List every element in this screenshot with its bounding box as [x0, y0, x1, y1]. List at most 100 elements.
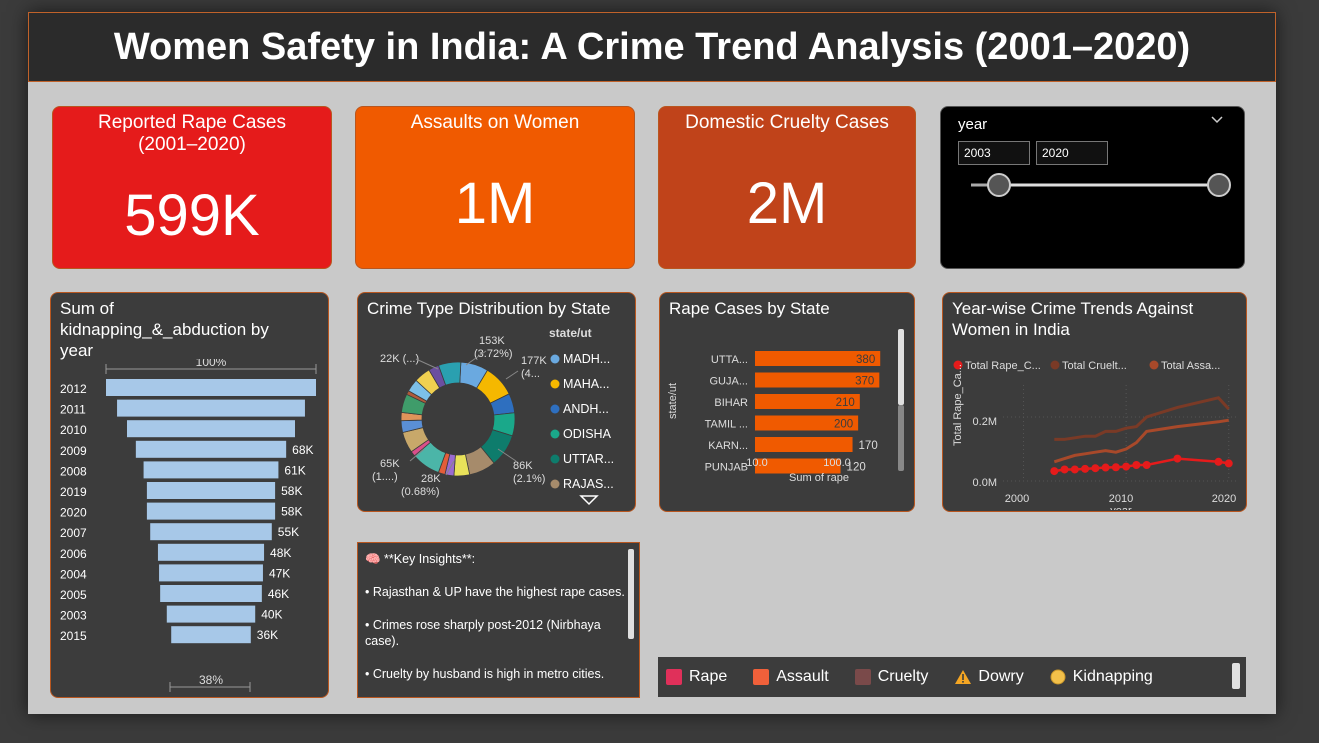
line-series-2[interactable] — [1053, 418, 1229, 464]
donut-legend-label[interactable]: UTTAR... — [563, 452, 614, 466]
donut-legend-label[interactable]: MAHA... — [563, 377, 610, 391]
line-title: Year-wise Crime Trends Against Women in … — [952, 299, 1194, 339]
line-point[interactable] — [1050, 467, 1059, 476]
funnel-value-label: 61K — [284, 463, 305, 477]
line-point[interactable] — [1091, 464, 1100, 473]
kpi-assault-card[interactable]: Assaults on Women 1M — [355, 106, 635, 269]
report-header: Women Safety in India: A Crime Trend Ana… — [28, 12, 1276, 82]
line-point[interactable] — [1122, 462, 1131, 471]
funnel-value-label: 47K — [269, 566, 290, 580]
insight-item: • Rajasthan & UP have the highest rape c… — [365, 585, 625, 599]
state-bar-scrollbar[interactable] — [898, 329, 904, 405]
insights-scrollbar[interactable] — [628, 549, 634, 639]
funnel-category-label: 2010 — [60, 423, 87, 437]
legend-item-assault[interactable]: Assault — [753, 668, 829, 686]
state-bar-chart: state/ut UTTA... 380 GUJA... 370 BIHAR 210 TAM… — [667, 351, 881, 484]
funnel-bar[interactable] — [127, 420, 295, 438]
chevron-down-icon[interactable] — [1210, 113, 1224, 130]
line-point[interactable] — [1081, 464, 1090, 473]
legend-scrollbar[interactable] — [1232, 663, 1240, 689]
line-point[interactable] — [1111, 463, 1120, 472]
line-point[interactable] — [1214, 457, 1223, 466]
funnel-bar[interactable] — [159, 564, 263, 582]
funnel-category-label: 2004 — [60, 567, 87, 581]
line-x-tick-2010: 2010 — [1109, 493, 1133, 505]
funnel-bar[interactable] — [150, 523, 272, 541]
donut-hole — [423, 384, 493, 454]
insights-card: 🧠 **Key Insights**: • Rajasthan & UP hav… — [357, 542, 640, 698]
line-point[interactable] — [1224, 459, 1233, 468]
state-bar-category-label: KARN... — [708, 440, 748, 452]
line-point[interactable] — [1142, 461, 1151, 469]
funnel-bar[interactable] — [117, 399, 305, 417]
legend-item-dowry[interactable]: Dowry — [954, 668, 1024, 686]
state-bar[interactable] — [755, 351, 881, 366]
donut-legend-marker — [550, 379, 560, 389]
state-bar-category-label: UTTA... — [711, 354, 748, 366]
state-bar[interactable] — [755, 437, 853, 452]
line-legend-label[interactable]: Total Assa... — [1161, 360, 1220, 372]
donut-legend-label[interactable]: MADH... — [563, 352, 610, 366]
slicer-track[interactable] — [941, 167, 1245, 207]
kpi-rape-label-line1: Reported Rape Cases — [98, 112, 286, 133]
funnel-category-label: 2009 — [60, 444, 87, 458]
line-legend-label[interactable]: Total Cruelt... — [1062, 360, 1127, 372]
state-bar-x-tick-10: 10.0 — [746, 457, 767, 469]
slicer-to-input[interactable]: 2020 — [1036, 141, 1108, 165]
funnel-category-label: 2007 — [60, 526, 87, 540]
kpi-rape-card[interactable]: Reported Rape Cases (2001–2020) 599K — [52, 106, 332, 269]
funnel-bar[interactable] — [143, 461, 279, 479]
donut-slice[interactable] — [438, 361, 462, 386]
state-bar-value-label: 370 — [855, 376, 874, 388]
funnel-category-label: 2008 — [60, 464, 87, 478]
line-point[interactable] — [1101, 463, 1110, 472]
funnel-value-label: 48K — [270, 546, 291, 560]
year-slicer[interactable]: year 2003 2020 — [940, 106, 1245, 269]
donut-legend-label[interactable]: ODISHA — [563, 427, 612, 441]
kpi-cruelty-card[interactable]: Domestic Cruelty Cases 2M — [658, 106, 916, 269]
donut-label-top-pct: (3.72%) — [474, 348, 513, 360]
line-point[interactable] — [1132, 461, 1141, 469]
funnel-bar[interactable] — [135, 440, 287, 458]
funnel-bar[interactable] — [106, 379, 316, 396]
donut-label-tr-pct: (4... — [521, 368, 540, 380]
funnel-bar[interactable] — [160, 585, 262, 602]
funnel-category-label: 2019 — [60, 485, 87, 499]
line-point[interactable] — [1173, 454, 1182, 463]
legend-item-kidnapping[interactable]: Kidnapping — [1050, 668, 1153, 686]
legend-scroll-down-icon[interactable] — [579, 495, 599, 506]
line-legend-marker — [1050, 360, 1060, 370]
funnel-bar[interactable] — [146, 482, 276, 499]
legend-item-rape[interactable]: Rape — [666, 668, 727, 686]
line-series-0[interactable] — [1054, 457, 1229, 473]
funnel-bar[interactable] — [157, 543, 265, 561]
donut-chart: 153K (3.72%) 177K (4... 22K (...) 86K (2… — [372, 326, 614, 506]
state-bar[interactable] — [755, 415, 859, 431]
slicer-high-handle[interactable] — [1207, 173, 1231, 197]
state-bar-scroll-track[interactable] — [898, 405, 904, 471]
state-bar[interactable] — [755, 458, 841, 474]
assault-swatch — [753, 669, 770, 685]
line-point[interactable] — [1070, 465, 1079, 474]
kpi-rape-label: Reported Rape Cases (2001–2020) — [53, 112, 331, 156]
line-legend-marker — [1149, 360, 1159, 370]
funnel-category-label: 2015 — [60, 629, 87, 643]
slicer-from-input[interactable]: 2003 — [958, 141, 1030, 165]
state-bar-value-label: 200 — [834, 419, 853, 431]
state-bar[interactable] — [755, 394, 860, 409]
funnel-bar[interactable] — [171, 626, 251, 644]
slicer-low-handle[interactable] — [987, 173, 1011, 197]
donut-legend-label[interactable]: ANDH... — [563, 402, 609, 416]
state-bar-card: Rape Cases by State state/ut UTTA... 380 G… — [659, 292, 915, 512]
state-bar[interactable] — [755, 372, 880, 388]
line-legend-label[interactable]: Total Rape_C... — [965, 360, 1041, 372]
donut-legend-label[interactable]: RAJAS... — [563, 477, 614, 491]
insight-item: • Crimes rose sharply post-2012 (Nirbhay… — [365, 618, 601, 648]
legend-item-cruelty[interactable]: Cruelty — [854, 668, 928, 686]
line-series-1[interactable] — [1054, 396, 1230, 441]
state-bar-category-label: TAMIL ... — [705, 419, 748, 431]
funnel-bar[interactable] — [146, 502, 276, 520]
line-point[interactable] — [1060, 465, 1069, 474]
donut-label-left-pct: (1....) — [372, 471, 398, 483]
funnel-bar[interactable] — [166, 605, 256, 623]
